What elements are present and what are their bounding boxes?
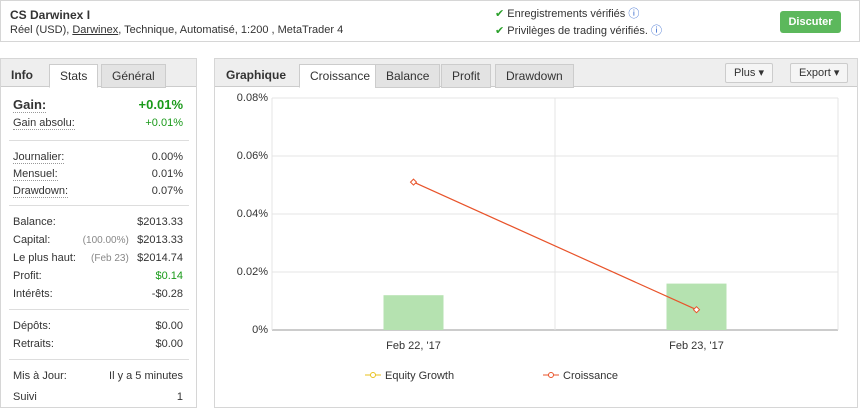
check-text: Privilèges de trading vérifiés. <box>507 25 648 37</box>
stat-value: $2013.33 <box>137 234 183 246</box>
chart-panel: Graphique Croissance Balance Profit Draw… <box>214 58 858 408</box>
stat-note: (Feb 23) <box>91 253 129 264</box>
stat-label: Suivi <box>13 391 37 403</box>
stat-label: Gain: <box>13 97 47 113</box>
separator <box>9 205 189 206</box>
button-text: Export <box>799 67 831 79</box>
x-tick-label: Feb 23, '17 <box>669 340 724 352</box>
legend-label: Equity Growth <box>385 370 454 382</box>
stat-value: $0.00 <box>155 320 183 332</box>
tab[interactable]: Stats <box>49 64 99 88</box>
separator <box>9 309 189 310</box>
stat-label: Capital: <box>13 234 51 246</box>
check: ✔ Privilèges de trading vérifiés. ⓘ <box>495 25 662 37</box>
broker-link[interactable]: Darwinex <box>72 24 119 36</box>
stat-label: Retraits: <box>13 338 54 350</box>
discuss-button[interactable]: Discuter <box>780 11 841 33</box>
tab-label: Info <box>11 68 33 82</box>
stat-value: -$0.28 <box>151 288 183 300</box>
point <box>409 178 418 186</box>
tab[interactable]: Croissance <box>299 64 382 88</box>
stat-value: 0.01% <box>151 168 183 180</box>
legend-label: Croissance <box>563 370 618 382</box>
button-text: Plus <box>734 67 756 79</box>
separator <box>9 140 189 141</box>
stat-value: $0.00 <box>155 338 183 350</box>
x-tick-label: Feb 22, '17 <box>386 340 441 352</box>
legend-marker <box>548 372 554 378</box>
tab[interactable]: Drawdown <box>495 64 574 88</box>
stat-label: Journalier: <box>13 151 65 164</box>
tab[interactable]: Général <box>101 64 166 88</box>
stat-value: 0.00% <box>151 151 183 163</box>
stat-value: $2014.74 <box>137 252 183 264</box>
stat-label: Mensuel: <box>13 168 58 181</box>
y-tick-label: 0% <box>252 324 268 336</box>
subtitle: Réel (USD), Darwinex, Technique, Automat… <box>10 24 343 36</box>
subtitle-text: Réel (USD), <box>10 24 73 36</box>
y-tick-label: 0.04% <box>237 208 268 220</box>
stat-label: Dépôts: <box>13 320 51 332</box>
stat-label: Gain absolu: <box>13 117 75 130</box>
stat-value: $0.14 <box>155 270 183 282</box>
stat-label: Drawdown: <box>13 185 69 198</box>
check-text: Enregistrements vérifiés <box>507 8 626 20</box>
line <box>413 181 697 311</box>
stat-value: 0.07% <box>151 185 183 197</box>
stat-value: Il y a 5 minutes <box>109 370 183 382</box>
title: CS Darwinex I <box>10 8 91 22</box>
tab[interactable]: Profit <box>441 64 492 88</box>
stat-label: Balance: <box>13 216 56 228</box>
subtitle-text: , Technique, Automatisé, 1:200 , MetaTra… <box>118 24 344 36</box>
stat-value: +0.01% <box>145 117 183 129</box>
y-tick-label: 0.06% <box>237 150 268 162</box>
stat-value: $2013.33 <box>137 216 183 228</box>
export-button[interactable]: Export ▾ <box>790 63 849 83</box>
tab-label: Graphique <box>226 68 287 82</box>
stat-value: 1 <box>176 391 183 403</box>
tab[interactable]: Balance <box>375 64 441 88</box>
y-tick-label: 0.02% <box>237 266 268 278</box>
separator <box>9 359 189 360</box>
y-tick-label: 0.08% <box>237 92 268 104</box>
bar <box>383 295 444 330</box>
header: CS Darwinex I Réel (USD), Darwinex, Tech… <box>0 0 860 42</box>
plus-button[interactable]: Plus ▾ <box>725 63 773 83</box>
stat-label: Intérêts: <box>13 288 53 300</box>
stat-label: Profit: <box>13 270 42 282</box>
legend-marker <box>370 372 376 378</box>
stat-value: +0.01% <box>138 97 183 112</box>
stat-note: (100.00%) <box>82 235 129 246</box>
stat-label: Mis à Jour: <box>13 370 67 382</box>
check: ✔ Enregistrements vérifiés ⓘ <box>495 8 640 20</box>
stat-label: Le plus haut: <box>13 252 76 264</box>
point <box>692 305 701 314</box>
